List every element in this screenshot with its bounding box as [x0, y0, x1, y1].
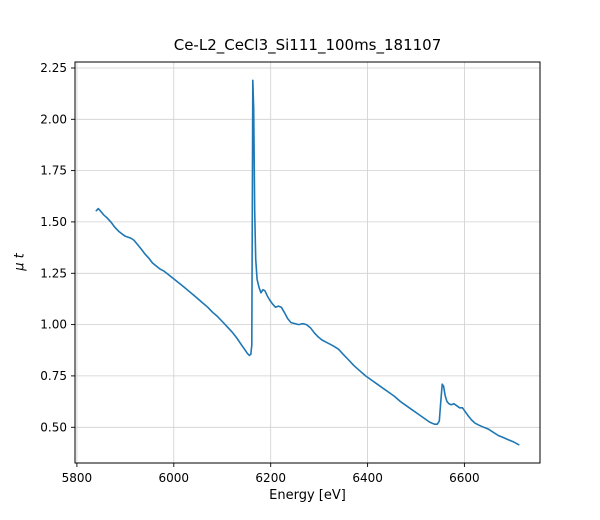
y-tick-label: 1.75 — [40, 164, 67, 178]
x-tick-label: 5800 — [62, 471, 93, 485]
y-tick-label: 1.25 — [40, 266, 67, 280]
x-tick-label: 6600 — [449, 471, 480, 485]
data-series-line — [95, 79, 520, 446]
axes-spines — [74, 61, 541, 464]
y-tick-label: 1.50 — [40, 215, 67, 229]
y-axis-label: μ t — [12, 253, 28, 271]
x-tick-label: 6000 — [159, 471, 190, 485]
chart-title: Ce-L2_CeCl3_Si111_100ms_181107 — [173, 36, 442, 54]
y-tick-label: 2.25 — [40, 61, 67, 75]
x-axis-label: Energy [eV] — [269, 488, 346, 503]
y-tick-label: 0.75 — [40, 369, 67, 383]
x-tick-label: 6200 — [255, 471, 286, 485]
y-tick-label: 1.00 — [40, 318, 67, 332]
x-tick-label: 6400 — [352, 471, 383, 485]
y-tick-label: 0.50 — [40, 420, 67, 434]
y-tick-label: 2.00 — [40, 112, 67, 126]
